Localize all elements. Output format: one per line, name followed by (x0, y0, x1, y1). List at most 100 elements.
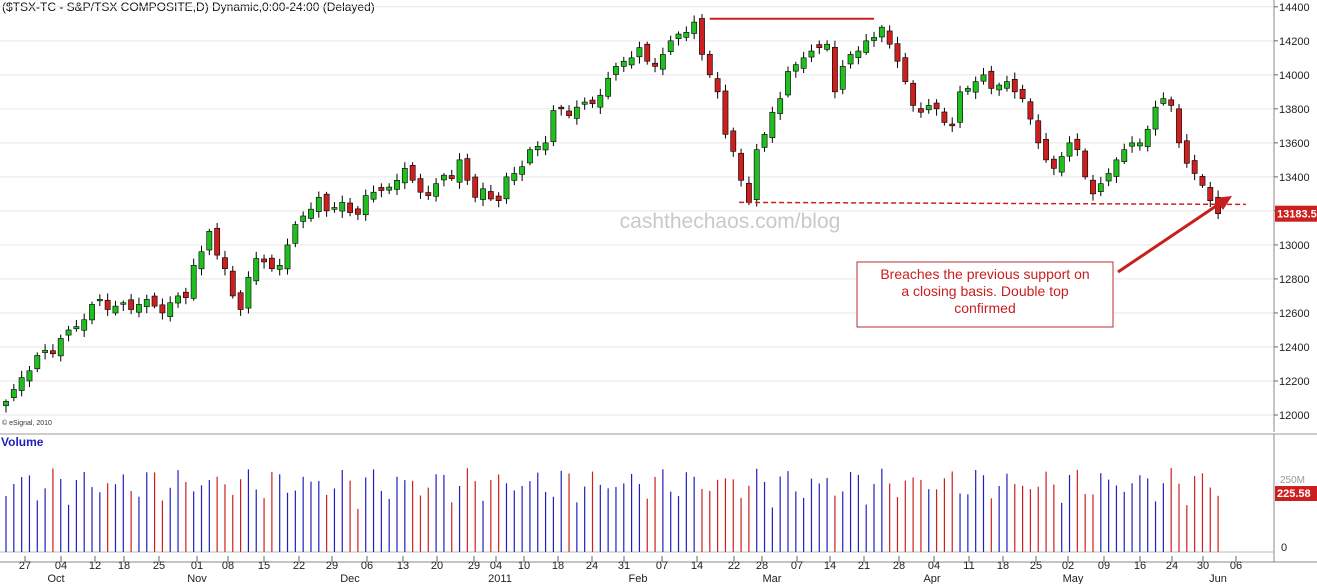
candle[interactable] (800, 51, 807, 74)
candle[interactable] (42, 344, 48, 360)
candle[interactable] (683, 26, 690, 42)
candle[interactable] (769, 106, 776, 143)
candle[interactable] (1027, 98, 1034, 125)
candle[interactable] (425, 185, 432, 200)
candle[interactable] (597, 88, 604, 114)
candle[interactable] (1074, 133, 1081, 156)
candle[interactable] (1199, 174, 1206, 188)
candle[interactable] (331, 202, 338, 213)
candle[interactable] (980, 68, 987, 85)
candle[interactable] (644, 41, 651, 65)
candle[interactable] (1207, 181, 1214, 208)
candle[interactable] (1066, 136, 1073, 162)
candle[interactable] (128, 294, 135, 315)
candle[interactable] (120, 300, 127, 311)
candle[interactable] (57, 334, 64, 362)
candle[interactable] (441, 173, 447, 187)
candle[interactable] (464, 153, 471, 185)
candle[interactable] (417, 173, 424, 199)
candle[interactable] (3, 399, 9, 413)
candle[interactable] (824, 40, 830, 52)
candle[interactable] (730, 127, 737, 157)
candle[interactable] (245, 271, 252, 314)
candle[interactable] (480, 182, 486, 207)
candle[interactable] (10, 383, 17, 402)
candle[interactable] (918, 102, 924, 118)
candle[interactable] (339, 195, 346, 218)
candle[interactable] (300, 211, 307, 229)
candle[interactable] (370, 185, 377, 203)
candle[interactable] (839, 60, 846, 95)
candle[interactable] (34, 352, 41, 373)
candle[interactable] (268, 254, 275, 272)
candle[interactable] (573, 100, 580, 125)
candle[interactable] (738, 148, 744, 187)
candle[interactable] (237, 290, 244, 316)
candle[interactable] (1121, 143, 1128, 164)
candle[interactable] (659, 47, 666, 76)
candle[interactable] (964, 85, 971, 95)
candle[interactable] (394, 173, 400, 195)
candle[interactable] (972, 76, 979, 99)
candle[interactable] (253, 251, 260, 286)
candle[interactable] (871, 31, 877, 47)
candle[interactable] (1160, 92, 1167, 106)
candle[interactable] (315, 191, 322, 218)
candle[interactable] (276, 258, 283, 276)
candle[interactable] (941, 107, 948, 126)
candle[interactable] (292, 221, 299, 248)
candle[interactable] (636, 41, 643, 64)
candle[interactable] (112, 300, 119, 316)
candle[interactable] (699, 14, 705, 61)
candle[interactable] (511, 166, 518, 186)
candle[interactable] (136, 297, 142, 318)
candle[interactable] (878, 25, 885, 43)
candle[interactable] (448, 169, 455, 182)
candle[interactable] (777, 91, 784, 120)
candle[interactable] (96, 294, 103, 307)
candle[interactable] (1168, 96, 1175, 112)
candle[interactable] (1043, 132, 1049, 163)
candle[interactable] (1129, 136, 1135, 153)
candle[interactable] (487, 184, 494, 202)
candle[interactable] (222, 250, 228, 276)
candle[interactable] (151, 292, 158, 309)
candle[interactable] (581, 97, 588, 110)
candle[interactable] (89, 301, 95, 325)
candle[interactable] (378, 183, 385, 198)
candle[interactable] (362, 189, 369, 221)
candle[interactable] (182, 287, 189, 305)
candle[interactable] (1058, 152, 1065, 177)
candle[interactable] (1152, 100, 1159, 136)
candle[interactable] (706, 50, 713, 78)
candle[interactable] (26, 365, 33, 388)
candle[interactable] (159, 298, 166, 320)
candle[interactable] (214, 223, 221, 260)
candle[interactable] (1137, 138, 1143, 151)
candle[interactable] (957, 85, 963, 129)
candle[interactable] (902, 52, 909, 85)
candle[interactable] (988, 65, 995, 95)
candle[interactable] (558, 104, 565, 116)
candle[interactable] (503, 172, 510, 204)
candle[interactable] (175, 292, 181, 308)
candle[interactable] (949, 117, 956, 132)
candle[interactable] (550, 105, 557, 147)
candle[interactable] (18, 370, 25, 397)
candle[interactable] (308, 202, 314, 222)
candle[interactable] (472, 173, 479, 203)
candle[interactable] (785, 66, 791, 98)
candle[interactable] (832, 40, 838, 99)
candle[interactable] (1176, 104, 1182, 148)
candle[interactable] (714, 72, 721, 99)
candle[interactable] (894, 36, 901, 68)
candle[interactable] (855, 46, 862, 65)
candle[interactable] (1183, 134, 1190, 168)
candle[interactable] (143, 294, 150, 314)
candle[interactable] (167, 296, 174, 322)
candle[interactable] (925, 98, 932, 114)
candle[interactable] (566, 105, 572, 119)
candle[interactable] (620, 56, 627, 73)
candle[interactable] (73, 319, 80, 332)
candle[interactable] (996, 82, 1003, 96)
